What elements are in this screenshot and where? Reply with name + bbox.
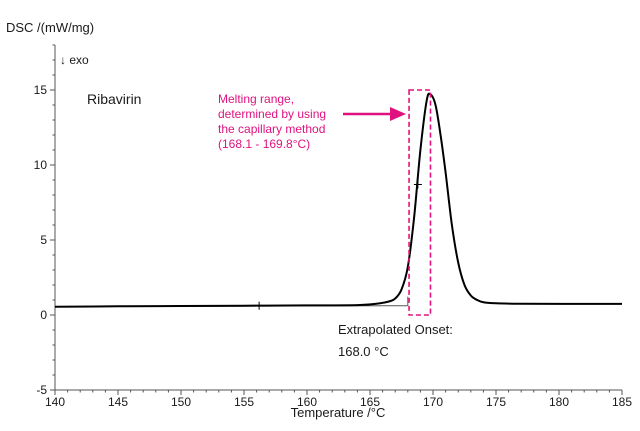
melting-annotation-line-4: (168.1 - 169.8°C) xyxy=(218,137,310,151)
x-tick-label: 150 xyxy=(171,395,191,409)
x-tick-label: 180 xyxy=(549,395,569,409)
melting-range-annotation: Melting range, determined by using the c… xyxy=(218,92,406,151)
y-tick-label: 0 xyxy=(40,308,47,322)
y-axis-label: DSC /(mW/mg) xyxy=(6,20,94,35)
ticks: 140 145 150 155 160 165 170 175 180 185 -5 0 5 10 15 xyxy=(34,44,632,409)
x-axis-label: Temperature /°C xyxy=(291,405,386,420)
onset-annotation-line-1: Extrapolated Onset: xyxy=(338,322,453,337)
x-tick-label: 155 xyxy=(234,395,254,409)
y-tick-label: 5 xyxy=(40,233,47,247)
melting-annotation-line-3: the capillary method xyxy=(218,122,325,136)
x-tick-label: 145 xyxy=(108,395,128,409)
y-tick-label: -5 xyxy=(36,383,47,397)
axes xyxy=(54,45,622,391)
x-tick-label: 140 xyxy=(45,395,65,409)
capillary-range-box xyxy=(408,89,432,316)
y-tick-label: 10 xyxy=(34,158,48,172)
x-tick-label: 165 xyxy=(360,395,380,409)
onset-annotation-line-2: 168.0 °C xyxy=(338,344,389,359)
dsc-curve xyxy=(54,92,623,308)
x-tick-label: 160 xyxy=(297,395,317,409)
y-tick-label: 15 xyxy=(34,83,48,97)
onset-annotation: Extrapolated Onset: 168.0 °C xyxy=(338,322,453,359)
x-tick-label: 170 xyxy=(423,395,443,409)
x-tick-label: 175 xyxy=(486,395,506,409)
range-layer xyxy=(408,89,432,316)
x-tick-label: 185 xyxy=(612,395,632,409)
melting-annotation-line-2: determined by using xyxy=(218,107,326,121)
exo-direction-label: ↓ exo xyxy=(60,53,89,67)
annotation-arrow-head xyxy=(390,107,406,121)
curve-layer xyxy=(54,92,623,310)
sample-label: Ribavirin xyxy=(87,91,141,107)
melting-annotation-line-1: Melting range, xyxy=(218,92,294,106)
